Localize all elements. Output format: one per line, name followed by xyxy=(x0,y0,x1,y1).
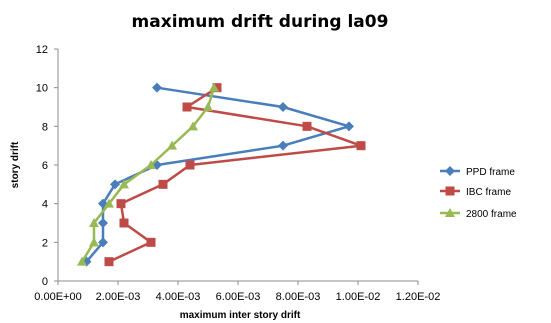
data-point-ibc-frame xyxy=(185,160,195,170)
data-point-ibc-frame xyxy=(116,199,126,209)
data-point-ibc-frame xyxy=(104,257,114,267)
data-point-ppd-frame xyxy=(344,121,354,132)
series-ppd-frame xyxy=(81,82,354,267)
legend-label: PPD frame xyxy=(466,167,515,178)
y-tick-label: 8 xyxy=(42,121,48,133)
data-point-2800-frame xyxy=(167,140,177,150)
plot-area: 0.00E+00 2.00E-03 4.00E-03 6.00E-03 8.00E-03… xyxy=(34,44,440,303)
y-axis-title: story drift xyxy=(10,141,21,188)
data-point-ibc-frame xyxy=(119,218,129,228)
legend-item-ppd-frame: PPD frame xyxy=(440,166,515,178)
x-tick-label: 1.00E-02 xyxy=(336,291,381,303)
legend-item-2800-frame: 2800 frame xyxy=(440,208,517,220)
data-point-2800-frame xyxy=(77,256,87,266)
data-point-ppd-frame xyxy=(98,237,108,248)
series-line-2800-frame xyxy=(80,87,216,263)
data-point-ppd-frame xyxy=(278,102,288,112)
data-point-2800-frame xyxy=(203,102,213,111)
data-point-ppd-frame xyxy=(98,218,108,228)
x-tick-label: 0.00E+00 xyxy=(34,291,81,303)
legend-item-ibc-frame: IBC frame xyxy=(440,186,511,198)
data-point-ibc-frame xyxy=(182,102,192,112)
x-tick-label: 8.00E-03 xyxy=(276,291,321,303)
legend: PPD frame IBC frame 2800 frame xyxy=(440,166,517,220)
data-point-2800-frame xyxy=(188,121,198,131)
data-point-ibc-frame xyxy=(146,237,156,247)
data-point-2800-frame xyxy=(146,160,156,169)
y-tick-label: 0 xyxy=(42,276,48,288)
x-axis-title: maximum inter story drift xyxy=(180,310,301,321)
legend-label: IBC frame xyxy=(466,187,511,198)
series-line-ibc-frame xyxy=(108,86,363,263)
y-tick-label: 12 xyxy=(36,44,48,56)
x-tick-label: 1.20E-02 xyxy=(396,291,441,303)
series-2800-frame xyxy=(77,82,219,266)
data-point-ppd-frame xyxy=(110,179,120,190)
data-point-2800-frame xyxy=(89,218,99,227)
data-point-ppd-frame xyxy=(278,140,288,151)
data-point-2800-frame xyxy=(209,82,219,92)
y-tick-label: 6 xyxy=(42,160,48,172)
y-axis-ticks: 0 2 4 6 8 10 12 xyxy=(36,44,58,288)
y-tick-label: 4 xyxy=(42,199,48,211)
x-tick-label: 4.00E-03 xyxy=(156,291,201,303)
data-point-ibc-frame xyxy=(356,141,366,151)
data-point-ibc-frame xyxy=(302,121,312,131)
data-point-ibc-frame xyxy=(158,179,168,189)
chart-title: maximum drift during la09 xyxy=(132,12,389,32)
data-point-ibc-frame xyxy=(212,83,222,93)
series-line-ppd-frame xyxy=(85,86,351,263)
y-tick-label: 2 xyxy=(42,237,48,249)
data-point-2800-frame xyxy=(119,179,129,189)
legend-marker xyxy=(445,186,455,196)
series-ibc-frame xyxy=(104,83,366,267)
data-point-2800-frame xyxy=(104,198,114,208)
legend-marker xyxy=(445,166,455,176)
x-tick-label: 6.00E-03 xyxy=(216,291,261,303)
legend-marker xyxy=(445,208,455,217)
data-point-ppd-frame xyxy=(152,82,162,93)
y-tick-label: 10 xyxy=(36,83,48,95)
legend-label: 2800 frame xyxy=(466,209,517,220)
series-layer xyxy=(77,82,366,267)
x-axis-ticks: 0.00E+00 2.00E-03 4.00E-03 6.00E-03 8.00E-03… xyxy=(34,281,440,303)
x-tick-label: 2.00E-03 xyxy=(96,291,141,303)
data-point-2800-frame xyxy=(89,237,99,247)
